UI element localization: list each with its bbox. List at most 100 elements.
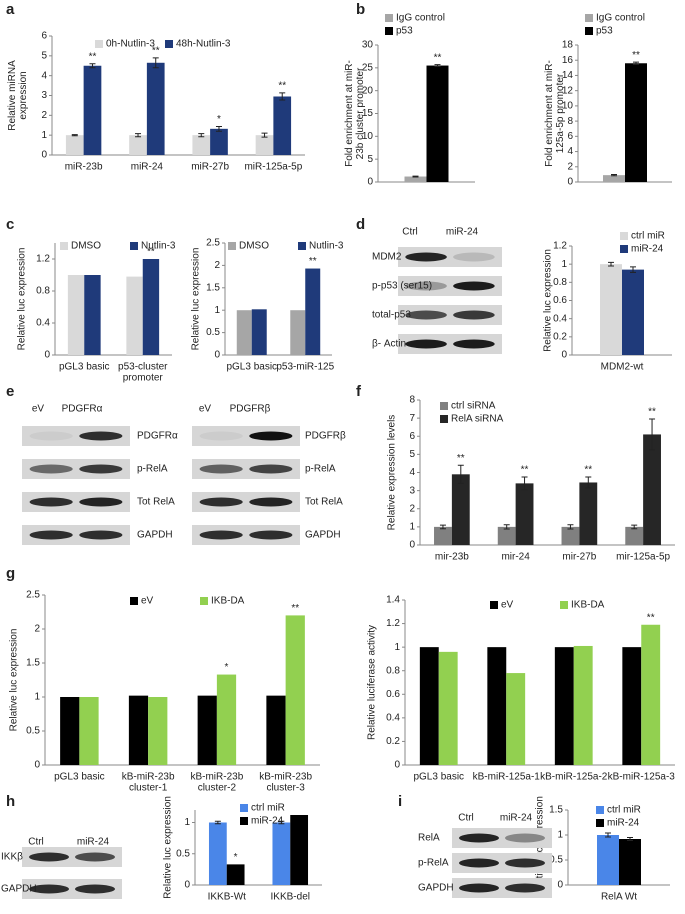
error-bar [135, 133, 142, 138]
blot-band [405, 252, 447, 262]
blot-band [199, 530, 243, 540]
blot-band [79, 464, 123, 474]
row-label: p-p53 (ser15) [372, 281, 432, 292]
error-bar [278, 820, 285, 825]
blot-band [199, 497, 243, 507]
blot-band [459, 858, 499, 868]
x-tick-label: MDM2-wt [601, 362, 644, 373]
bar [266, 695, 286, 765]
y-axis-label: Relative expression levels [387, 415, 398, 531]
bar [497, 526, 516, 545]
y-tick-label: 0 [557, 880, 563, 891]
error-bar [605, 832, 611, 838]
y-tick-label: 0.8 [553, 277, 567, 288]
error-bar [611, 174, 617, 177]
bar [197, 695, 217, 765]
blot-band [79, 530, 123, 540]
significance-mark: ** [632, 50, 640, 61]
x-tick-label: mir-23b [435, 552, 469, 563]
bar [554, 647, 574, 765]
x-tick-label: miR-24 [131, 162, 164, 173]
bar [192, 135, 211, 155]
legend-swatch [240, 817, 248, 825]
row-label: Tot RelA [137, 497, 175, 508]
blot-band [75, 852, 115, 862]
blot-band [249, 464, 293, 474]
bar [625, 63, 647, 183]
y-tick-label: 6 [41, 31, 47, 42]
bar [84, 275, 101, 355]
legend-swatch [620, 232, 628, 240]
y-axis-label: Relative luc expression [17, 248, 28, 351]
y-tick-label: 10 [362, 131, 374, 142]
x-tick-label: pGL3 basic [54, 772, 105, 783]
bar [146, 62, 165, 155]
lane-label: miR-24 [77, 837, 110, 848]
bar [619, 839, 641, 885]
blot-strip [192, 525, 300, 545]
blot-band [29, 530, 73, 540]
lane-label: Ctrl [28, 837, 44, 848]
row-label: p-RelA [418, 858, 449, 869]
panel-letter: e [6, 383, 14, 400]
y-tick-label: 1 [41, 130, 47, 141]
bar [285, 615, 305, 765]
y-tick-label: 0.4 [36, 318, 50, 329]
y-tick-label: 7 [409, 413, 415, 424]
blot-band [505, 883, 545, 893]
blot-strip [192, 492, 300, 512]
legend-swatch [200, 597, 208, 605]
legend-swatch [585, 14, 593, 22]
blot-band [29, 884, 69, 894]
error-bar [198, 133, 205, 138]
blot-strip [398, 334, 502, 354]
legend-swatch [440, 415, 448, 423]
panel-letter: g [6, 565, 15, 582]
bar [622, 647, 642, 765]
x-tick-label: cluster-3 [266, 783, 305, 794]
legend-label: ctrl miR [631, 231, 665, 242]
blot-strip [398, 276, 502, 296]
bar [625, 526, 644, 545]
bar [290, 815, 309, 885]
error-bar [215, 125, 222, 132]
x-tick-label: kB-miR-23b [122, 772, 175, 783]
y-tick-label: 25 [362, 62, 374, 73]
blot-strip [22, 492, 130, 512]
row-label: RelA [418, 833, 440, 844]
error-bar [631, 524, 638, 530]
panel-letter: f [356, 383, 362, 400]
bar [79, 697, 99, 765]
y-tick-label: 5 [409, 449, 415, 460]
y-tick-label: 1.2 [386, 618, 400, 629]
blot-band [505, 858, 545, 868]
bar [290, 310, 306, 355]
x-tick-label: IKKB-Wt [208, 892, 247, 903]
bar [305, 268, 321, 355]
blot-band [249, 431, 293, 441]
y-tick-label: 0 [41, 150, 47, 161]
legend-swatch [620, 245, 628, 253]
significance-mark: ** [457, 453, 465, 464]
y-axis-label: expression [18, 71, 29, 119]
legend-swatch [60, 242, 68, 250]
legend-label: miR-24 [251, 816, 284, 827]
y-tick-label: 3 [41, 90, 47, 101]
y-tick-label: 8 [567, 116, 573, 127]
blot-strip [398, 305, 502, 325]
legend-swatch [490, 601, 498, 609]
y-tick-label: 0.5 [176, 848, 190, 859]
blot-band [79, 497, 123, 507]
legend-swatch [560, 601, 568, 609]
legend-swatch [95, 40, 103, 48]
x-tick-label: kB-miR-125a-1 [473, 772, 541, 783]
legend-label: IKB-DA [571, 600, 605, 611]
y-tick-label: 0.6 [386, 689, 400, 700]
significance-mark: * [217, 114, 221, 125]
y-tick-label: 0 [394, 760, 400, 771]
significance-mark: * [234, 852, 238, 863]
y-tick-label: 1.4 [386, 595, 400, 606]
blot-band [405, 281, 447, 291]
blot-strip [22, 879, 122, 899]
legend-swatch [130, 597, 138, 605]
